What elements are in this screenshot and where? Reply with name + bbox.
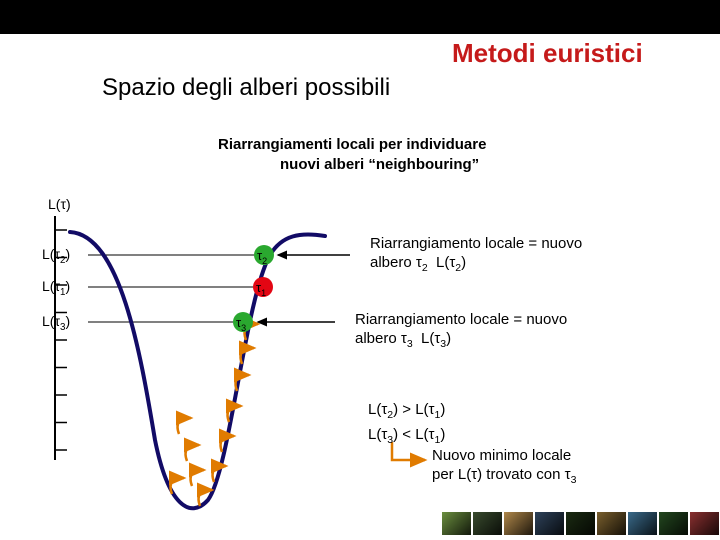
footer-thumb [442, 512, 471, 535]
annot-t2: Riarrangiamento locale = nuovo albero τ2… [370, 234, 582, 278]
footer-thumb [597, 512, 626, 535]
footer-thumb [473, 512, 502, 535]
y-label-Lt3: L(τ3) [42, 313, 70, 333]
annot-t3: Riarrangiamento locale = nuovo albero τ3… [355, 310, 567, 354]
diagram-svg: τ1τ2τ3 [0, 0, 720, 540]
footer-thumb [628, 512, 657, 535]
footer-thumb [690, 512, 719, 535]
annot-cmp: L(τ2) > L(τ1) L(τ3) < L(τ1) [368, 400, 445, 450]
annot-result: Nuovo minimo locale per L(τ) trovato con… [432, 446, 576, 490]
y-label-Lt2: L(τ2) [42, 246, 70, 266]
footer-thumb [659, 512, 688, 535]
footer-thumb [566, 512, 595, 535]
footer-thumb [504, 512, 533, 535]
axis-label-L: L(τ) [48, 196, 71, 212]
footer-thumb [535, 512, 564, 535]
y-label-Lt1: L(τ1) [42, 278, 70, 298]
